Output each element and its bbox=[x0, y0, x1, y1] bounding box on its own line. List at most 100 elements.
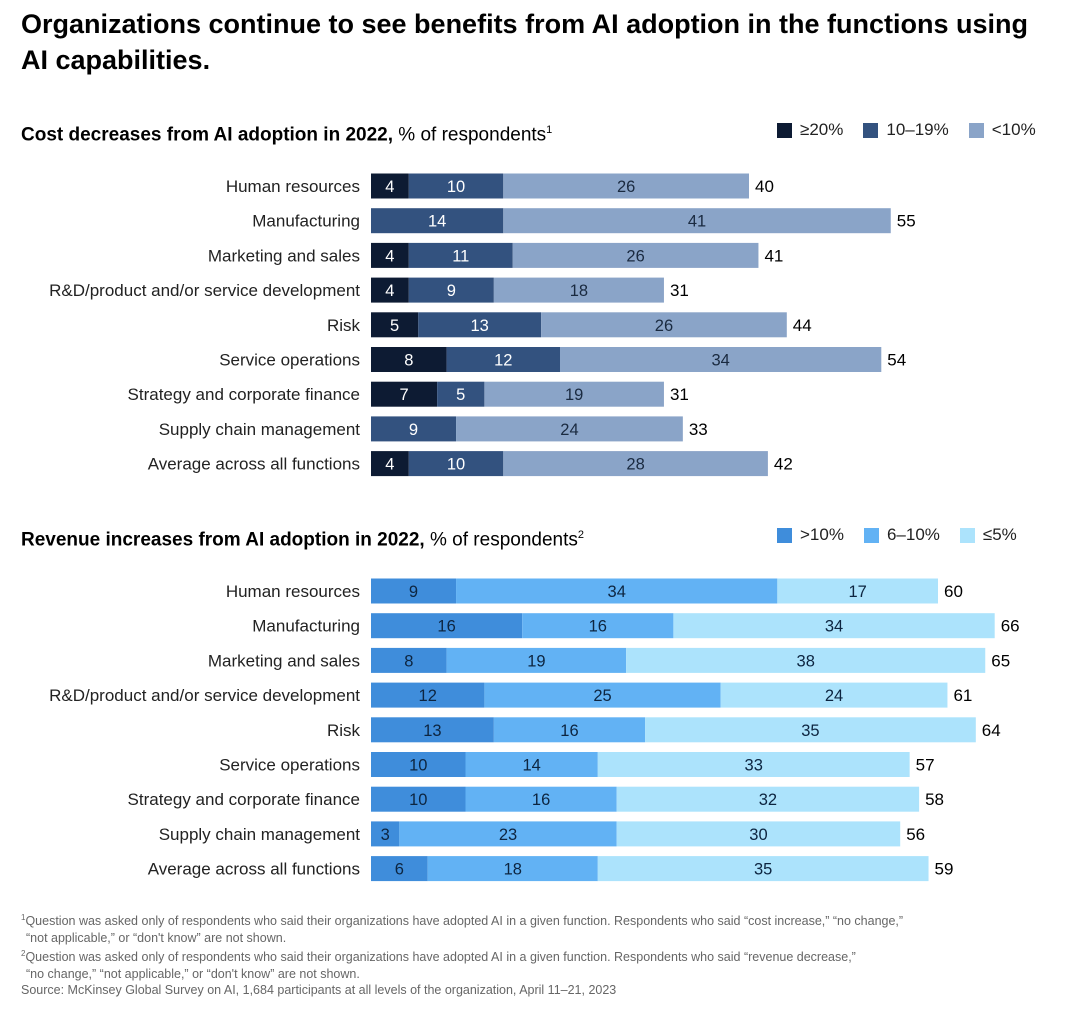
bar-value-label: 28 bbox=[626, 456, 644, 474]
bar-value-label: 34 bbox=[711, 352, 729, 370]
footnote-1-cont: “not applicable,” or “don't know” are no… bbox=[26, 930, 287, 945]
bar-total-label: 57 bbox=[916, 756, 935, 775]
bar-segment bbox=[446, 647, 627, 673]
bar-segment bbox=[371, 312, 419, 338]
bar-segment bbox=[371, 717, 494, 743]
bar-segment bbox=[371, 173, 409, 199]
bar-value-label: 6 bbox=[395, 861, 404, 879]
bar-total-label: 31 bbox=[670, 385, 689, 404]
bar-value-label: 38 bbox=[797, 652, 815, 670]
category-label: Marketing and sales bbox=[208, 651, 360, 670]
category-label: R&D/product and/or service development bbox=[49, 281, 360, 300]
bar-total-label: 58 bbox=[925, 790, 944, 809]
bar-segment bbox=[493, 277, 664, 303]
bar-value-label: 19 bbox=[527, 652, 545, 670]
bar-segment bbox=[560, 347, 882, 372]
bar-value-label: 30 bbox=[749, 826, 767, 844]
bar-value-label: 19 bbox=[565, 386, 583, 404]
category-label: Risk bbox=[327, 316, 361, 335]
bar-value-label: 4 bbox=[385, 178, 394, 196]
footnote-2: 2Question was asked only of respondents … bbox=[21, 946, 1031, 966]
bar-segment bbox=[541, 312, 787, 338]
bar-segment bbox=[503, 173, 749, 199]
bar-segment bbox=[503, 208, 891, 234]
bar-value-label: 16 bbox=[589, 618, 607, 636]
bar-segment bbox=[371, 347, 447, 372]
bar-segment bbox=[418, 312, 542, 338]
bar-segment bbox=[777, 578, 938, 604]
bar-value-label: 24 bbox=[825, 687, 843, 705]
footnotes: 1Question was asked only of respondents … bbox=[21, 910, 1031, 999]
bar-value-label: 35 bbox=[754, 861, 772, 879]
bar-value-label: 34 bbox=[825, 618, 843, 636]
bar-value-label: 10 bbox=[409, 791, 427, 809]
legend-swatch bbox=[863, 527, 879, 543]
legend-item: ≤5% bbox=[959, 525, 1017, 545]
bar-value-label: 9 bbox=[409, 421, 418, 439]
bar-segment bbox=[437, 381, 485, 407]
bar-value-label: 41 bbox=[688, 213, 706, 231]
bar-value-label: 5 bbox=[390, 317, 399, 335]
bar-segment bbox=[446, 347, 560, 372]
bar-segment bbox=[371, 613, 523, 639]
bar-segment bbox=[673, 613, 995, 639]
bar-value-label: 12 bbox=[419, 687, 437, 705]
revenue-chart-footnote-mark: 2 bbox=[577, 529, 584, 541]
bar-segment bbox=[371, 416, 457, 442]
category-label: Supply chain management bbox=[159, 825, 361, 844]
bar-segment bbox=[484, 381, 664, 407]
bar-value-label: 9 bbox=[447, 282, 456, 300]
legend-item: >10% bbox=[777, 525, 844, 545]
bar-segment bbox=[456, 416, 683, 442]
category-label: Average across all functions bbox=[148, 455, 360, 474]
bar-segment bbox=[371, 786, 466, 812]
bar-value-label: 35 bbox=[801, 722, 819, 740]
bar-value-label: 13 bbox=[423, 722, 441, 740]
category-label: Marketing and sales bbox=[208, 246, 360, 265]
bar-value-label: 11 bbox=[452, 247, 469, 265]
bar-segment bbox=[408, 173, 504, 199]
legend-label: ≤5% bbox=[982, 525, 1017, 544]
bar-segment bbox=[371, 381, 438, 407]
bar-value-label: 4 bbox=[385, 282, 394, 300]
bar-segment bbox=[616, 786, 920, 812]
bar-total-label: 61 bbox=[953, 686, 972, 705]
bar-value-label: 33 bbox=[745, 757, 763, 775]
cost-chart-title: Cost decreases from AI adoption in 2022,… bbox=[21, 118, 552, 147]
category-label: Average across all functions bbox=[148, 860, 360, 879]
bar-total-label: 41 bbox=[764, 246, 783, 265]
bar-value-label: 26 bbox=[626, 247, 644, 265]
main-title: Organizations continue to see benefits f… bbox=[21, 9, 1029, 75]
bar-value-label: 25 bbox=[593, 687, 611, 705]
legend-item: 10–19% bbox=[863, 120, 949, 140]
category-label: Service operations bbox=[219, 756, 360, 775]
category-label: Manufacturing bbox=[252, 212, 360, 231]
bar-segment bbox=[371, 578, 457, 604]
category-label: Risk bbox=[327, 721, 361, 740]
bar-segment bbox=[465, 786, 617, 812]
cost-chart: Human resources 4 10 26 40 Manufacturing 14 41 5… bbox=[49, 173, 916, 477]
revenue-chart-legend: >10% 6–10% ≤5% bbox=[777, 525, 1017, 545]
bar-value-label: 18 bbox=[570, 282, 588, 300]
category-label: R&D/product and/or service development bbox=[49, 686, 360, 705]
category-label: Strategy and corporate finance bbox=[128, 790, 360, 809]
legend-item: ≥20% bbox=[777, 120, 843, 140]
bar-total-label: 66 bbox=[1001, 617, 1020, 636]
cost-chart-footnote-mark: 1 bbox=[546, 124, 553, 136]
bar-value-label: 24 bbox=[560, 421, 578, 439]
bar-segment bbox=[626, 647, 986, 673]
footnote-2-cont: “no change,” “not applicable,” or “don't… bbox=[26, 966, 360, 981]
bar-segment bbox=[720, 682, 948, 708]
bar-segment bbox=[645, 717, 976, 743]
bar-segment bbox=[512, 242, 759, 268]
revenue-chart-subtitle: % of respondents bbox=[430, 529, 578, 551]
bar-value-label: 13 bbox=[470, 317, 488, 335]
bar-segment bbox=[371, 451, 409, 477]
footnote-1-line-1: Question was asked only of respondents w… bbox=[25, 914, 904, 929]
bar-value-label: 4 bbox=[385, 247, 394, 265]
legend-swatch bbox=[863, 122, 879, 138]
bar-segment bbox=[484, 682, 721, 708]
legend-swatch bbox=[777, 122, 792, 138]
bar-value-label: 34 bbox=[608, 583, 626, 601]
